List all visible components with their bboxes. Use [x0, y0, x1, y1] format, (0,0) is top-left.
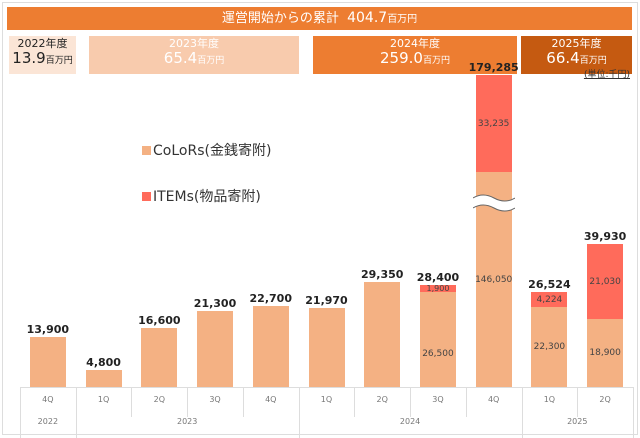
- bar-colors: [197, 310, 234, 387]
- bar-colors: [85, 369, 122, 387]
- tick: [187, 387, 189, 417]
- year-divider: [20, 387, 21, 438]
- total-label: 28,400: [416, 271, 460, 285]
- legend-swatch: [142, 145, 151, 155]
- total-label: 16,600: [138, 313, 181, 327]
- year-label: 2023: [176, 417, 198, 426]
- total-label: 26,524: [528, 278, 571, 292]
- fiscal-year-label: 2023年度: [169, 37, 219, 50]
- bar-colors: [364, 281, 401, 387]
- items-value-label: 1,900: [426, 283, 450, 293]
- total-label: 運営開始からの累計: [221, 11, 339, 26]
- legend-swatch: [142, 191, 151, 201]
- bar-items: [531, 292, 568, 308]
- year-divider: [298, 387, 300, 438]
- bar-colors: [308, 308, 345, 387]
- tick: [577, 387, 579, 417]
- quarter-label: 4Q: [42, 395, 54, 404]
- total-label: 22,700: [249, 291, 292, 305]
- bar-items: [419, 285, 456, 293]
- total-label: 4,800: [86, 355, 121, 369]
- tick: [131, 387, 133, 417]
- fiscal-year-box: 2025年度 66.4百万円: [521, 36, 632, 74]
- tick: [465, 387, 467, 417]
- fiscal-year-value: 66.4: [546, 49, 580, 68]
- bar-items: [475, 75, 512, 172]
- bar-colors: [587, 319, 624, 387]
- bar-colors: [141, 327, 178, 387]
- year-divider: [75, 387, 77, 438]
- tick: [354, 387, 356, 417]
- cumulative-total-banner: 運営開始からの累計 404.7百万円: [7, 7, 632, 30]
- quarter-label: 2Q: [376, 395, 388, 404]
- total-label: 21,970: [305, 294, 348, 308]
- colors-value-label: 22,300: [533, 342, 566, 353]
- quarter-label: 2Q: [153, 395, 165, 404]
- quarter-label: 1Q: [543, 395, 556, 404]
- unit-note: (単位:千円): [583, 70, 630, 80]
- tick: [410, 387, 412, 417]
- fiscal-year-box: 2022年度 13.9百万円: [9, 36, 76, 74]
- quarter-label: 1Q: [97, 395, 110, 404]
- bar-colors: [531, 307, 568, 387]
- quarter-label: 3Q: [432, 395, 444, 404]
- bar-colors: [29, 337, 66, 387]
- total-unit: 百万円: [387, 14, 418, 25]
- tick: [242, 387, 244, 417]
- total-label: 21,300: [193, 296, 237, 310]
- legend-label: CoLoRs(金銭寄附): [153, 143, 272, 159]
- fiscal-year-label: 2022年度: [17, 37, 68, 50]
- year-label: 2022: [37, 417, 59, 426]
- fiscal-year-box: 2023年度 65.4百万円: [89, 36, 299, 74]
- legend-label: ITEMs(物品寄附): [153, 189, 261, 205]
- colors-value-label: 26,500: [422, 348, 454, 359]
- fiscal-year-unit: 百万円: [197, 56, 225, 67]
- colors-value-label: 146,050: [475, 274, 513, 285]
- fiscal-year-unit: 百万円: [422, 56, 450, 67]
- quarter-label: 4Q: [265, 395, 277, 404]
- bar-colors: [252, 305, 289, 387]
- total-label: 179,285: [468, 61, 519, 74]
- legend-colors: CoLoRs(金銭寄附): [142, 140, 271, 160]
- quarter-label: 4Q: [487, 395, 500, 404]
- tick: [633, 387, 634, 438]
- fiscal-year-unit: 百万円: [579, 56, 607, 67]
- bar-colors: [419, 292, 456, 387]
- year-divider: [521, 387, 523, 438]
- colors-value-label: 18,900: [589, 348, 621, 359]
- year-label: 2025: [567, 417, 588, 426]
- fiscal-year-value: 259.0: [380, 49, 423, 68]
- quarter-label: 2Q: [599, 395, 611, 404]
- fiscal-year-label: 2025年度: [551, 37, 602, 50]
- bar-items: [587, 244, 624, 320]
- axis-line: [20, 387, 633, 388]
- axis-break-icon: [472, 194, 515, 212]
- quarter-label: 3Q: [209, 395, 221, 404]
- total-label: 39,930: [583, 230, 627, 244]
- total-label: 13,900: [26, 323, 70, 337]
- total-value: 404.7: [347, 10, 388, 26]
- items-value-label: 21,030: [589, 276, 621, 287]
- quarter-label: 1Q: [320, 395, 333, 404]
- fiscal-year-value: 65.4: [163, 49, 198, 68]
- items-value-label: 33,235: [477, 118, 510, 129]
- year-label: 2024: [399, 417, 421, 426]
- fiscal-year-label: 2024年度: [390, 37, 440, 50]
- items-value-label: 4,224: [536, 294, 563, 305]
- fiscal-year-value: 13.9: [12, 49, 46, 68]
- fiscal-year-unit: 百万円: [45, 56, 73, 67]
- legend-items: ITEMs(物品寄附): [142, 186, 261, 206]
- fiscal-year-box: 2024年度 259.0百万円: [313, 36, 517, 74]
- total-label: 29,350: [360, 267, 404, 281]
